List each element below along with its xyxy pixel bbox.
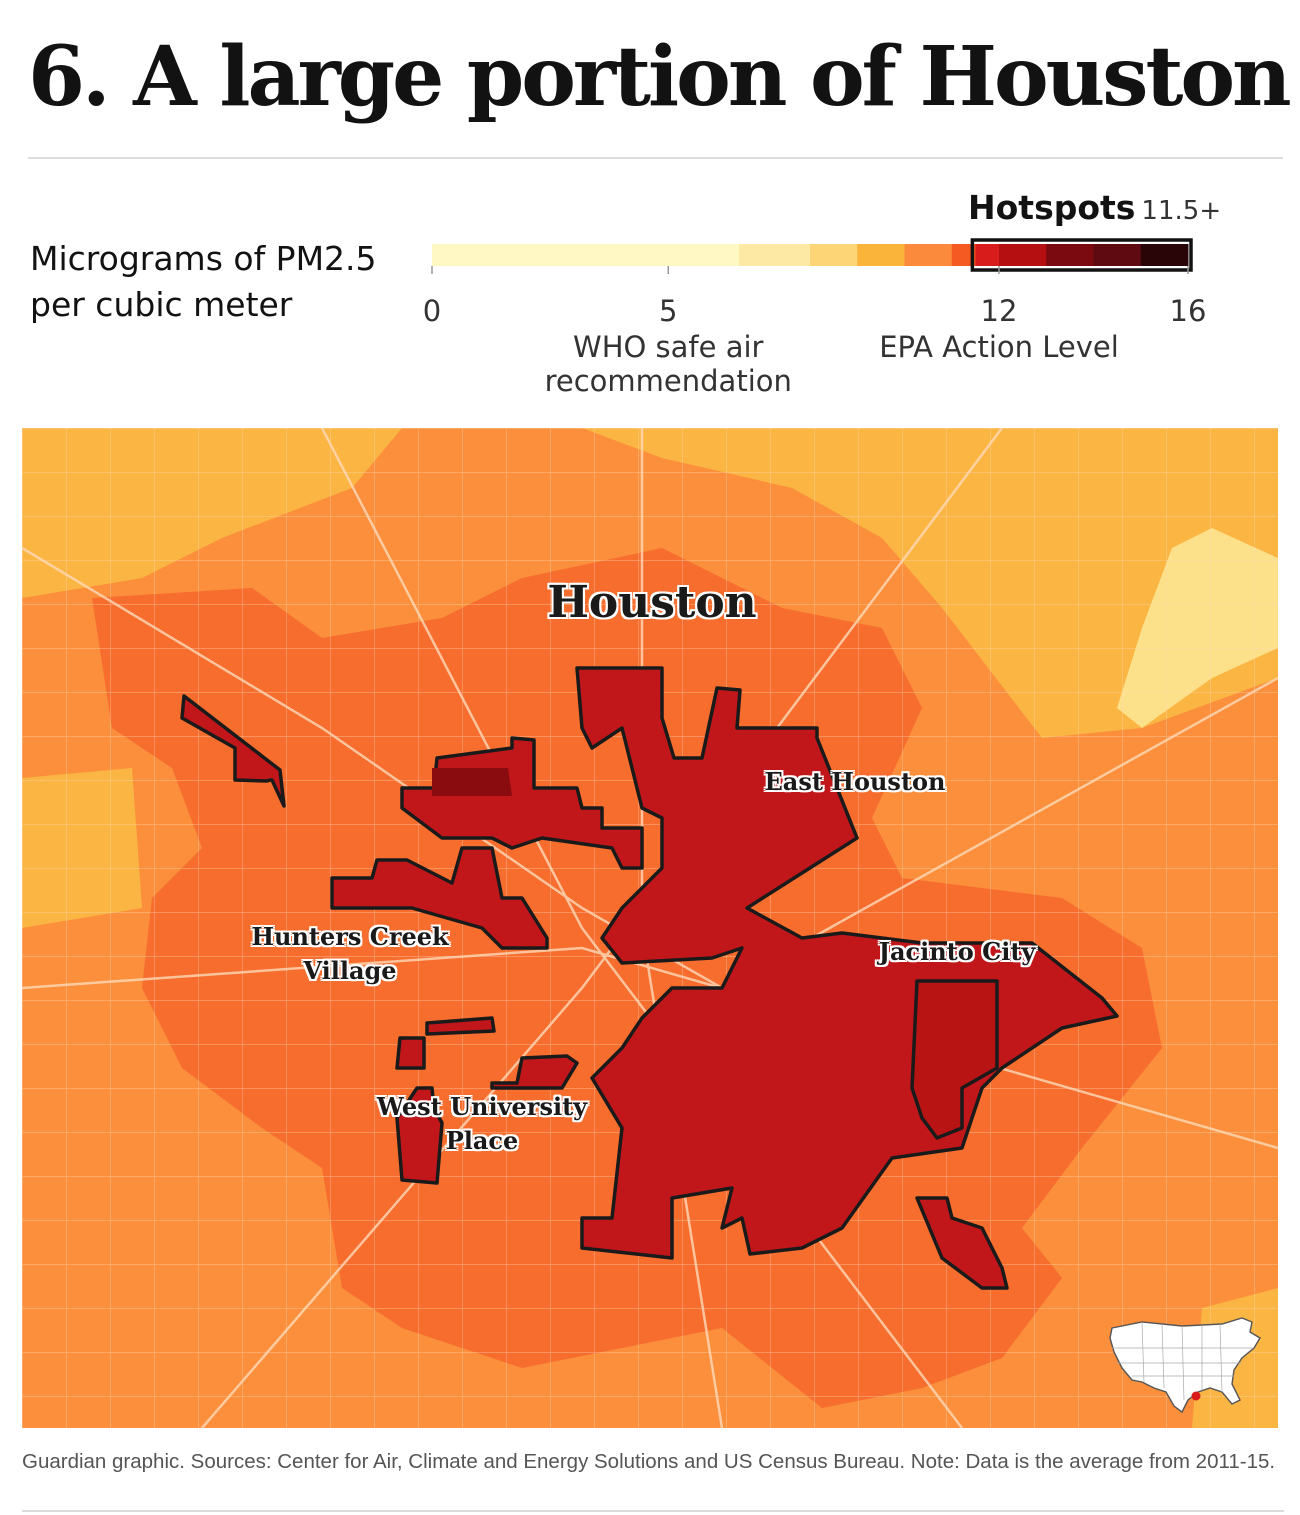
legend-bin-8 <box>1046 244 1094 266</box>
pm25-map: Houston East Houston Hunters Creek Villa… <box>22 428 1278 1428</box>
label-hunters-creek-1: Hunters Creek <box>251 922 449 951</box>
legend-bin-3 <box>857 244 905 266</box>
label-hunters-creek-2: Village <box>303 956 397 985</box>
tick-label-16: 16 <box>1169 294 1207 328</box>
legend-title: Micrograms of PM2.5 per cubic meter <box>30 239 377 324</box>
source-note: Guardian graphic. Sources: Center for Ai… <box>22 1450 1276 1473</box>
hotspots-threshold: 11.5+ <box>1141 196 1222 226</box>
hotspot-sliver <box>425 1016 496 1036</box>
header-divider <box>28 157 1283 159</box>
label-jacinto-city: Jacinto City <box>878 937 1036 966</box>
color-scale-legend <box>431 238 1193 274</box>
legend-bin-5 <box>951 244 976 266</box>
legend-bin-7 <box>999 244 1047 266</box>
legend-bin-10 <box>1140 244 1189 266</box>
footer-divider <box>22 1510 1284 1512</box>
map-canvas <box>22 428 1278 1428</box>
legend-bin-4 <box>904 244 953 266</box>
hotspot-jacinto-city-hole <box>910 979 999 1140</box>
hotspot-northwest <box>180 694 286 808</box>
label-east-houston: East Houston <box>764 767 946 796</box>
hotspots-label-text: Hotspots <box>968 188 1136 227</box>
legend-bin-6 <box>975 244 1000 266</box>
headline: 6. A large portion of Houston <box>28 29 1292 125</box>
us-state-lines <box>1112 1321 1252 1401</box>
us-outline <box>1109 1317 1261 1414</box>
hotspot-west-university-north <box>490 1054 579 1090</box>
hotspot-small-west <box>395 1036 426 1070</box>
tick-label-5: 5 <box>659 294 678 328</box>
hotspot-west-university <box>395 1086 444 1185</box>
tick-label-0: 0 <box>422 294 442 328</box>
hotspot-central-east <box>575 666 1119 1260</box>
darkest-patch <box>432 768 512 796</box>
us-locator-map-icon <box>1109 1317 1261 1414</box>
label-west-university-2: Place <box>445 1126 519 1155</box>
hotspot-bracket <box>970 238 1193 272</box>
label-west-university-1: West University <box>376 1092 588 1121</box>
hotspot-regions <box>180 666 1119 1290</box>
epa-caption: EPA Action Level <box>879 330 1119 364</box>
legend-bin-9 <box>1093 244 1142 266</box>
hotspot-hunters-creek <box>330 846 549 950</box>
hotspots-label: Hotspots 11.5+ <box>968 188 1221 227</box>
tick-label-12: 12 <box>980 294 1018 328</box>
legend-bin-0 <box>432 244 740 266</box>
hotspot-southeast <box>915 1196 1009 1290</box>
legend-bin-2 <box>810 244 858 266</box>
legend-bin-1 <box>739 244 811 266</box>
label-houston: Houston <box>547 577 757 628</box>
houston-locator-dot <box>1191 1391 1201 1401</box>
who-caption: WHO safe air recommendation <box>544 330 792 398</box>
